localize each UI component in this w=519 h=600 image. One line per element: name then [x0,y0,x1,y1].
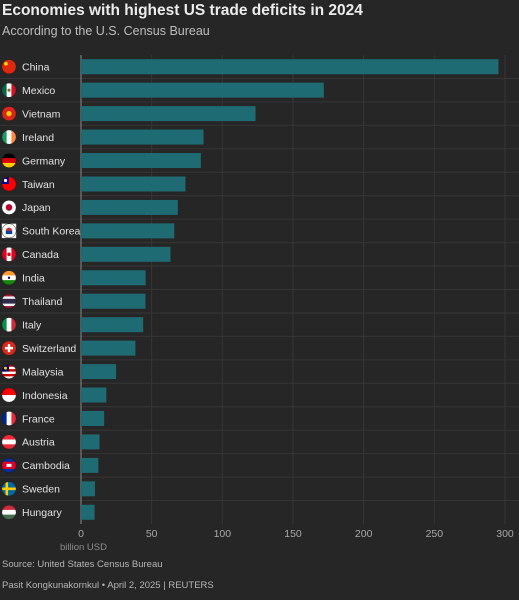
bar-china [81,59,499,75]
bar-japan [81,199,178,215]
france-flag-icon [1,411,17,426]
bar-ireland [81,129,204,145]
credit-line: Pasit Kongkunakornkul • April 2, 2025 | … [2,580,214,591]
x-tick-label: 300 [496,528,514,540]
x-tick-label: 150 [284,528,302,540]
category-label-south-korea: South Korea [22,226,81,238]
china-flag-icon [1,59,17,75]
x-tick-label: 50 [146,528,158,540]
chart-title: Economies with highest US trade deficits… [2,2,363,19]
bar-cambodia [81,457,99,473]
bar-indonesia [81,387,107,403]
category-label-ireland: Ireland [22,132,54,144]
x-tick-label: 250 [426,528,444,540]
vietnam-flag-icon [1,106,17,122]
bar-germany [81,153,201,169]
south-korea-flag-icon [1,223,17,239]
bar-taiwan [81,176,186,192]
italy-flag-icon [1,317,17,333]
category-label-canada: Canada [22,249,59,261]
thailand-flag-icon [1,293,17,309]
bar-austria [81,434,100,450]
x-axis-label: billion USD [60,542,107,553]
category-label-japan: Japan [22,202,51,214]
hungary-flag-icon [1,504,17,520]
bar-vietnam [81,106,256,122]
category-label-thailand: Thailand [22,296,62,308]
category-label-sweden: Sweden [22,484,60,496]
mexico-flag-icon [1,82,17,98]
category-label-germany: Germany [22,155,66,167]
category-label-italy: Italy [22,319,42,331]
japan-flag-icon [1,199,17,215]
category-label-taiwan: Taiwan [22,179,55,191]
category-label-mexico: Mexico [22,85,55,97]
category-label-vietnam: Vietnam [22,108,61,120]
x-tick-label: 0 [78,528,84,540]
bar-france [81,410,105,426]
switzerland-flag-icon [1,340,17,356]
indonesia-flag-icon [1,387,17,403]
malaysia-flag-icon [1,364,17,380]
germany-flag-icon [1,153,17,168]
category-label-indonesia: Indonesia [22,390,68,402]
source-note: Source: United States Census Bureau [2,559,163,570]
sweden-flag-icon [1,481,17,497]
category-label-switzerland: Switzerland [22,343,76,355]
bar-hungary [81,504,95,520]
cambodia-flag-icon [1,457,17,473]
x-tick-label: 200 [355,528,373,540]
category-label-india: India [22,273,45,285]
category-label-cambodia: Cambodia [22,460,70,472]
bar-malaysia [81,364,117,380]
bar-switzerland [81,340,136,356]
taiwan-flag-icon [1,176,17,192]
bar-sweden [81,481,95,497]
bar-canada [81,246,171,262]
bar-india [81,270,146,286]
chart-subtitle: According to the U.S. Census Bureau [2,24,210,38]
category-label-france: France [22,413,55,425]
x-tick-label: 100 [214,528,232,540]
bar-thailand [81,293,146,309]
bar-italy [81,317,144,333]
canada-flag-icon [1,246,17,262]
category-label-china: China [22,62,50,74]
category-label-malaysia: Malaysia [22,366,64,378]
bar-south-korea [81,223,175,239]
austria-flag-icon [1,434,17,450]
ireland-flag-icon [1,129,17,145]
bar-mexico [81,82,324,98]
india-flag-icon [1,270,17,286]
category-label-hungary: Hungary [22,507,62,519]
category-label-austria: Austria [22,437,55,449]
